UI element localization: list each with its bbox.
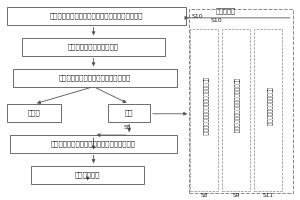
Text: 进一步分析静置期间电压与时间二阶微分关系: 进一步分析静置期间电压与时间二阶微分关系 <box>51 140 136 147</box>
FancyBboxPatch shape <box>254 29 282 191</box>
Text: 析锂程度评级: 析锂程度评级 <box>75 172 100 178</box>
FancyBboxPatch shape <box>7 104 61 122</box>
Text: 指定模式充电并采集电压、时间、电流、容量数据: 指定模式充电并采集电压、时间、电流、容量数据 <box>50 13 143 19</box>
Text: 不析锂: 不析锂 <box>28 109 40 116</box>
FancyBboxPatch shape <box>13 69 177 87</box>
FancyBboxPatch shape <box>10 135 177 153</box>
FancyBboxPatch shape <box>31 166 144 184</box>
Text: S10: S10 <box>211 18 223 23</box>
Text: 平定量分析与析锂程度评级: 平定量分析与析锂程度评级 <box>265 87 271 126</box>
Text: S5: S5 <box>123 125 131 130</box>
FancyBboxPatch shape <box>189 9 293 193</box>
FancyBboxPatch shape <box>190 29 218 191</box>
FancyBboxPatch shape <box>7 7 186 25</box>
FancyBboxPatch shape <box>222 29 250 191</box>
Text: S8: S8 <box>200 193 208 198</box>
FancyBboxPatch shape <box>108 104 150 122</box>
Text: 放电并采集电压、时间、电流、容量数据: 放电并采集电压、时间、电流、容量数据 <box>201 77 207 135</box>
FancyBboxPatch shape <box>22 38 165 56</box>
Text: S10: S10 <box>192 14 203 19</box>
Text: 分析静置期间电压与时间二阶微分关系: 分析静置期间电压与时间二阶微分关系 <box>59 75 131 81</box>
Text: 分析与评价: 分析与评价 <box>215 8 236 14</box>
Text: S11: S11 <box>262 193 274 198</box>
Text: S9: S9 <box>232 193 240 198</box>
Text: 分析放电压与容量的一、二阶微分关系: 分析放电压与容量的一、二阶微分关系 <box>233 78 239 134</box>
Text: 静置并采集电压、时间数据: 静置并采集电压、时间数据 <box>68 44 119 50</box>
Text: 析锂: 析锂 <box>125 109 134 116</box>
